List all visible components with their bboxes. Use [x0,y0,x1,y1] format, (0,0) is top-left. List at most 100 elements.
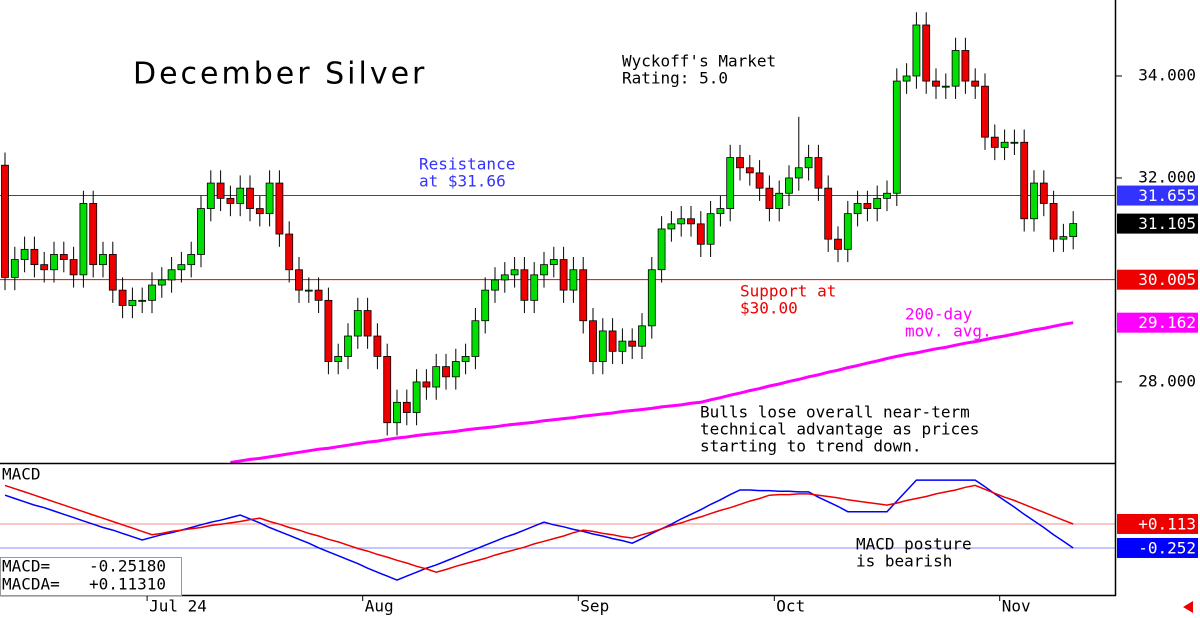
candle-body [20,248,29,260]
candle-body [265,182,274,215]
candle-body [922,24,931,82]
value-box-label: 29.162 [1138,313,1196,332]
candle-body [393,401,401,424]
candle-body [892,80,901,194]
candle-body [1000,141,1009,148]
candle-body [491,279,499,291]
candle-body [118,289,127,306]
candle-body [608,330,617,352]
candle-body [726,157,735,209]
value-box [1117,513,1198,534]
candle-body [520,269,529,301]
candle-body [863,203,872,209]
support-note: Support at [740,282,836,301]
candle-body [775,192,784,209]
candle-body [334,356,343,362]
candle-body [148,284,156,301]
x-tick-label: Aug [365,597,394,616]
candle-body [451,361,460,378]
x-tick-label: Jul 24 [149,597,207,616]
candle-body [177,264,186,271]
value-box [1117,312,1198,333]
candle-body [40,264,49,271]
value-box-label: -0.252 [1138,538,1196,557]
grid-layer: 28.000 32.000 34.000 Jul 24 Aug Sep Oct Nov [0,65,1196,616]
candle-body [579,269,588,322]
candle-body [275,182,284,235]
candle-body [804,157,813,169]
candle-body [10,259,19,278]
candle-body [442,366,450,378]
candle-body [530,274,539,301]
candle-body [59,254,68,260]
ma-note: mov. avg. [905,322,992,341]
macd-line [4,484,1074,573]
subtitle: Wyckoff's Market [622,52,776,71]
y-tick-label: 28.000 [1138,371,1196,390]
candle-body [197,208,205,255]
candle-body [412,381,421,413]
candle-body [226,197,235,204]
candle-body [432,366,441,388]
candle-body [794,167,803,179]
candle-body [706,213,715,245]
candle-body [843,213,852,250]
candle-body [628,340,637,347]
candle-body [1020,141,1029,220]
ma-note: 200-day [905,305,973,324]
y-tick-label: 32.000 [1138,167,1196,186]
readout-name: MACD= [2,557,50,576]
readout-box [0,557,182,596]
candle-body [745,167,754,174]
candle-body [1039,182,1048,204]
candle-body [157,279,166,286]
value-box-label: 30.005 [1138,270,1196,289]
candle-body [324,299,333,362]
candle-body [785,177,793,194]
candle-body [932,80,940,87]
candle-body [373,335,382,357]
candle-body [696,223,705,245]
annotation: technical advantage as prices [700,420,979,439]
candle-body [951,50,960,87]
candle-body [657,228,666,271]
candle-body [549,259,558,266]
candle-body [304,289,313,292]
candle-body [500,274,509,281]
candle-body [30,248,39,266]
value-box-label: +0.113 [1138,514,1196,533]
candle-body [716,208,725,215]
candle-body [471,320,480,357]
candle-body [363,310,372,337]
candle-body [167,269,176,281]
candle-body [246,187,254,209]
candle-body [1030,182,1038,220]
candle-body [108,254,117,291]
candle-body [461,356,470,362]
candle-body [314,289,323,301]
candle-body [128,299,137,306]
candle-body [589,320,597,362]
candle-body [912,24,921,77]
candle-body [1059,236,1068,240]
candle-body [941,85,950,88]
resistance-note: Resistance [419,155,515,174]
candle-body [765,187,774,209]
candle-body [647,269,656,327]
candle-body [755,172,764,189]
readout-value: +0.11310 [89,575,166,594]
readout-value: -0.25180 [89,557,166,576]
candle-body [79,203,88,276]
moving-average [230,321,1074,464]
candle-body [402,401,411,413]
annotation: Bulls lose overall near-term [700,403,970,422]
candle-body [69,259,78,276]
nav-arrow [1183,601,1193,613]
candle-body [569,269,578,291]
candle-body [422,381,431,388]
candle-body [510,269,519,276]
candle-body [216,182,225,199]
candle-body [990,136,999,148]
candle-body [295,269,303,291]
